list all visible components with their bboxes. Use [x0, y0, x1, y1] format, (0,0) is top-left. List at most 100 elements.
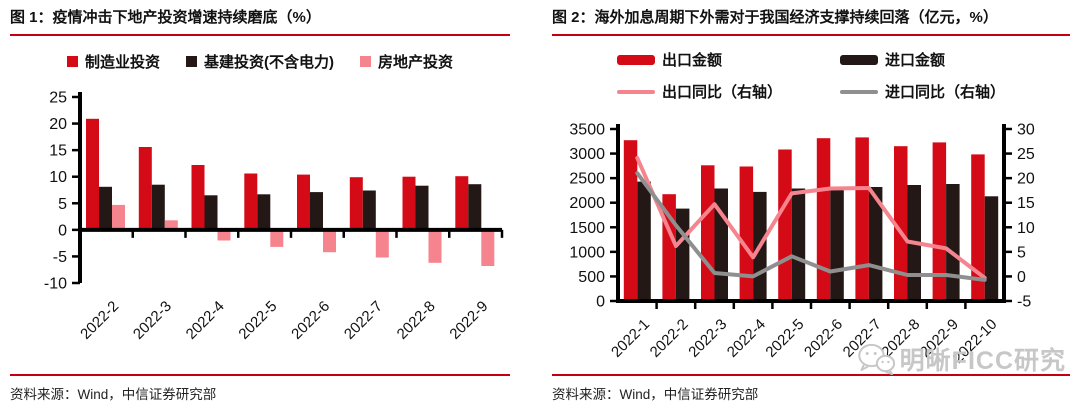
- bar: [362, 190, 376, 230]
- svg-text:2022-3: 2022-3: [130, 298, 175, 343]
- line-swatch-icon: [616, 89, 655, 94]
- svg-text:-5: -5: [1017, 294, 1031, 311]
- bar: [971, 154, 985, 301]
- bar: [637, 181, 651, 301]
- legend-label: 进口同比（右轴）: [885, 84, 1006, 101]
- svg-text:10: 10: [49, 169, 67, 186]
- bar-swatch-icon: [616, 54, 655, 65]
- svg-text:2000: 2000: [569, 195, 605, 212]
- bar: [310, 192, 323, 230]
- bar: [868, 187, 883, 301]
- figure1-legend: 制造业投资 基建投资(不含电力) 房地产投资: [10, 51, 510, 72]
- bar: [468, 184, 482, 230]
- square-swatch-icon: [186, 56, 197, 67]
- figure2-footer: 资料来源：Wind，中信证券研究部: [552, 374, 1070, 403]
- svg-text:2022-9: 2022-9: [446, 298, 491, 343]
- svg-text:15: 15: [1017, 195, 1035, 212]
- svg-text:2022-8: 2022-8: [394, 298, 439, 343]
- bar: [349, 177, 363, 230]
- svg-text:-5: -5: [53, 249, 67, 266]
- svg-text:2022-6: 2022-6: [288, 298, 333, 343]
- svg-text:2022-6: 2022-6: [801, 316, 846, 361]
- bar: [623, 140, 638, 301]
- bar: [138, 147, 152, 230]
- svg-text:25: 25: [49, 90, 67, 107]
- bar: [191, 165, 205, 230]
- bar: [151, 184, 165, 230]
- figure1-footer: 资料来源：Wind，中信证券研究部: [10, 374, 510, 403]
- legend-item: 出口金额: [616, 49, 782, 70]
- bar-swatch-icon: [840, 54, 878, 65]
- legend-label: 出口同比（右轴）: [661, 84, 782, 101]
- svg-text:2022-5: 2022-5: [235, 298, 280, 343]
- figure2-chart: 0 500 1000 1500 2000 2500 3000 3500 -5 0 5 10 15 20 25…: [569, 122, 1035, 367]
- legend-item: 进口金额: [840, 49, 1005, 70]
- svg-text:0: 0: [58, 222, 67, 239]
- svg-text:2022-2: 2022-2: [77, 298, 122, 343]
- svg-text:10: 10: [1017, 220, 1035, 237]
- bar: [375, 229, 389, 258]
- svg-text:20: 20: [1017, 171, 1035, 188]
- bar: [257, 194, 271, 230]
- line-swatch-icon: [840, 89, 878, 94]
- svg-text:2022-7: 2022-7: [840, 316, 885, 361]
- bar: [244, 173, 258, 230]
- figure2-panel: 图 2：海外加息周期下外需对于我国经济支撑持续回落（亿元，%） 出口金额 进口金额…: [552, 6, 1070, 371]
- bar: [455, 176, 469, 230]
- svg-text:20: 20: [49, 116, 67, 133]
- svg-text:2500: 2500: [569, 171, 605, 188]
- square-swatch-icon: [360, 56, 371, 67]
- svg-text:0: 0: [596, 294, 605, 311]
- svg-text:0: 0: [1017, 269, 1026, 286]
- figure2-source: 资料来源：Wind，中信证券研究部: [552, 387, 759, 402]
- figure2-legend: 出口金额 进口金额出口同比（右轴） 进口同比（右轴）: [552, 49, 1070, 102]
- figure1-panel: 图 1：疫情冲击下地产投资增速持续磨底（%） 制造业投资 基建投资(不含电力) 房地…: [10, 6, 510, 349]
- legend-label: 基建投资(不含电力): [204, 54, 334, 71]
- bar: [778, 149, 792, 301]
- bar: [855, 137, 869, 301]
- line-series: [635, 171, 987, 282]
- bar: [739, 166, 754, 301]
- square-swatch-icon: [66, 56, 78, 67]
- svg-text:3000: 3000: [569, 146, 605, 163]
- bar: [830, 186, 844, 301]
- svg-text:30: 30: [1017, 122, 1035, 139]
- legend-item: 进口同比（右轴）: [840, 81, 1005, 102]
- svg-text:2022-3: 2022-3: [685, 316, 730, 361]
- svg-text:2022-4: 2022-4: [183, 298, 228, 343]
- bar: [932, 142, 947, 301]
- bar: [204, 195, 218, 230]
- legend-item: 基建投资(不含电力): [186, 51, 334, 72]
- bar: [297, 174, 310, 230]
- svg-text:2022-2: 2022-2: [647, 316, 692, 361]
- svg-text:15: 15: [49, 143, 67, 160]
- figure1-title: 图 1：疫情冲击下地产投资增速持续磨底（%）: [10, 6, 510, 36]
- svg-text:5: 5: [58, 196, 67, 213]
- bar: [323, 229, 336, 253]
- svg-text:2022-1: 2022-1: [608, 316, 653, 361]
- bar: [402, 176, 416, 230]
- bar: [816, 138, 831, 301]
- svg-text:25: 25: [1017, 146, 1035, 163]
- bar: [415, 185, 429, 230]
- figure2-divider: [552, 374, 1070, 376]
- bar: [701, 165, 715, 301]
- figure1-source: 资料来源：Wind，中信证券研究部: [10, 387, 217, 402]
- bar: [428, 229, 442, 263]
- bar: [99, 186, 112, 230]
- bar: [946, 184, 960, 301]
- legend-label: 出口金额: [661, 52, 722, 69]
- legend-label: 进口金额: [885, 52, 946, 69]
- bar: [217, 229, 231, 241]
- bar: [86, 118, 99, 230]
- bar: [164, 220, 178, 230]
- legend-label: 制造业投资: [84, 54, 160, 71]
- svg-text:3500: 3500: [569, 122, 605, 139]
- svg-text:2022-7: 2022-7: [341, 298, 386, 343]
- svg-text:5: 5: [1017, 244, 1026, 261]
- figure1-divider: [10, 374, 510, 376]
- bar: [984, 196, 999, 301]
- svg-text:2022-8: 2022-8: [878, 316, 923, 361]
